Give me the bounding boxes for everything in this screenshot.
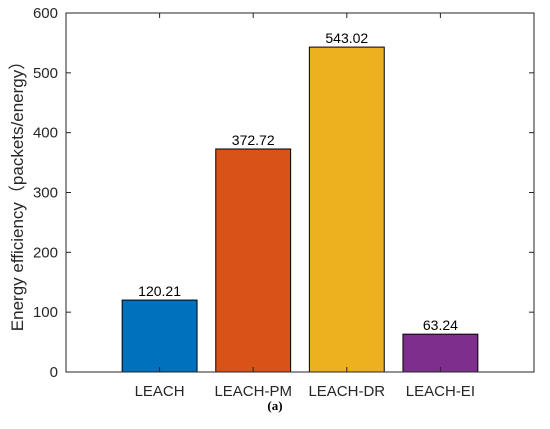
x-axis: LEACH LEACH-PM LEACH-DR LEACH-EI bbox=[135, 13, 475, 400]
bar bbox=[121, 299, 198, 373]
plot-frame bbox=[65, 12, 535, 373]
y-tick-label: 400 bbox=[33, 125, 58, 142]
x-tick-label: LEACH bbox=[135, 383, 185, 400]
y-axis: 0 100 200 300 400 500 600 bbox=[33, 5, 534, 381]
y-tick-label: 200 bbox=[33, 244, 58, 261]
bar bbox=[215, 148, 292, 373]
x-tick-label: LEACH-DR bbox=[308, 383, 385, 400]
bars-group: 120.21 372.72 543.02 63.24 bbox=[121, 30, 479, 373]
data-label: 63.24 bbox=[423, 317, 458, 333]
data-label: 372.72 bbox=[232, 132, 275, 148]
data-label: 543.02 bbox=[325, 30, 368, 46]
bar bbox=[308, 46, 385, 373]
x-tick-label: LEACH-PM bbox=[214, 383, 292, 400]
y-tick-label: 300 bbox=[33, 185, 58, 202]
y-axis-title: Energy efficiency（packets/energy） bbox=[8, 53, 27, 331]
x-tick-label: LEACH-EI bbox=[406, 383, 475, 400]
bar bbox=[402, 333, 479, 373]
y-tick-label: 600 bbox=[33, 5, 58, 22]
y-tick-label: 0 bbox=[50, 364, 58, 381]
y-tick-label: 100 bbox=[33, 304, 58, 321]
figure-caption: (a) bbox=[267, 398, 283, 413]
data-label: 120.21 bbox=[138, 283, 181, 299]
y-tick-label: 500 bbox=[33, 65, 58, 82]
